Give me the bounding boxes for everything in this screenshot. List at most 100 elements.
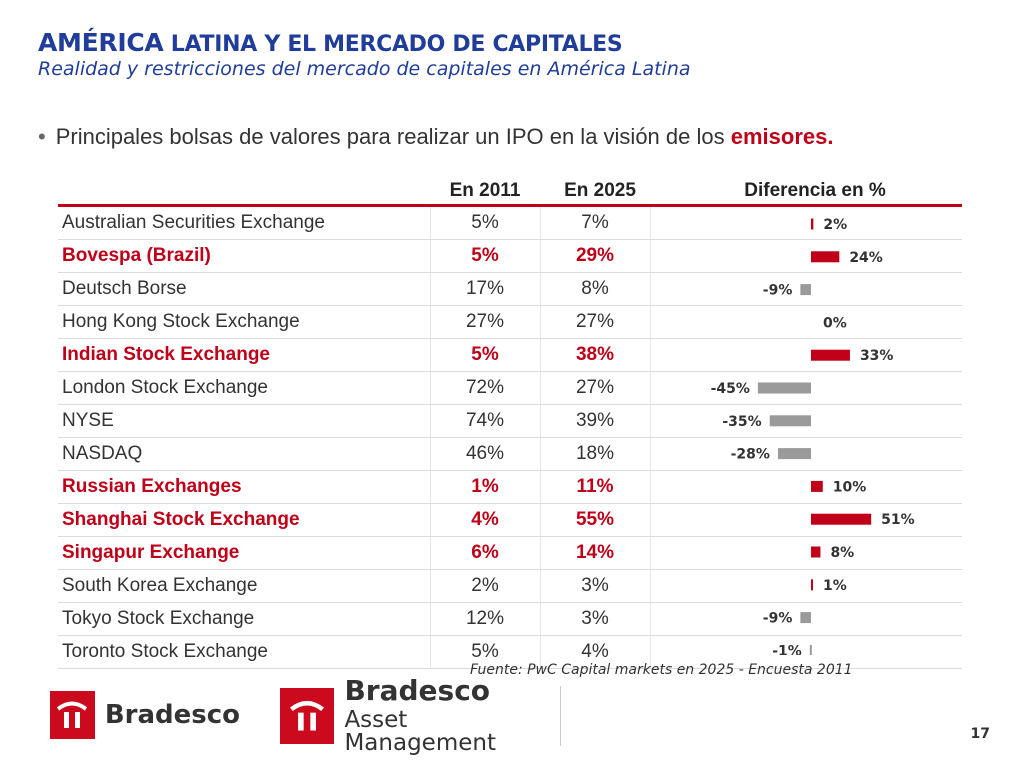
row-value-2025: 27% <box>575 311 615 332</box>
row-value-2011: 17% <box>465 278 505 299</box>
column-separator <box>430 306 431 338</box>
row-value-2011: 5% <box>471 641 499 662</box>
page-title-lead: AMÉRICA <box>38 28 164 57</box>
diff-bar <box>769 415 811 427</box>
row-value-2025: 29% <box>575 245 615 266</box>
column-separator <box>430 504 431 536</box>
row-name: London Stock Exchange <box>62 377 268 398</box>
row-value-2011: 4% <box>471 509 499 530</box>
column-separator <box>430 570 431 602</box>
diff-bar <box>777 448 811 460</box>
row-name: Australian Securities Exchange <box>62 212 325 233</box>
row-value-2011: 12% <box>465 608 505 629</box>
bullet-text: Principales bolsas de valores para reali… <box>55 124 731 149</box>
table-row: Indian Stock Exchange 5% 38% <box>58 339 962 372</box>
page-title: AMÉRICA LATINA Y EL MERCADO DE CAPITALES <box>38 28 623 57</box>
column-separator <box>430 339 431 371</box>
diff-label: 8% <box>830 545 854 561</box>
row-value-2025: 39% <box>575 410 615 431</box>
table-row: South Korea Exchange 2% 3% <box>58 570 962 603</box>
header-divider <box>58 204 962 207</box>
diff-bar <box>811 480 823 492</box>
page-title-rest: LATINA Y EL MERCADO DE CAPITALES <box>163 32 623 57</box>
row-value-2011: 5% <box>471 245 499 266</box>
bradesco-logo-text: Bradesco <box>104 700 240 730</box>
diff-label: -28% <box>731 447 770 463</box>
column-separator <box>650 273 651 305</box>
column-separator <box>540 570 541 602</box>
table-row: NYSE 74% 39% <box>58 405 962 438</box>
column-separator <box>430 636 431 668</box>
row-name: Tokyo Stock Exchange <box>62 608 255 629</box>
page-subtitle: Realidad y restricciones del mercado de … <box>38 58 691 80</box>
asset-logo-sub: Asset Management <box>344 707 496 756</box>
diff-label: 24% <box>849 250 883 266</box>
row-name: Russian Exchanges <box>62 476 242 497</box>
row-name: Deutsch Borse <box>62 278 187 299</box>
row-value-2025: 4% <box>581 641 609 662</box>
row-value-2025: 8% <box>581 278 609 299</box>
diff-label: 2% <box>823 217 847 233</box>
row-value-2025: 7% <box>581 212 609 233</box>
row-value-2011: 74% <box>465 410 505 431</box>
column-separator <box>650 603 651 635</box>
column-separator <box>540 603 541 635</box>
column-separator <box>650 339 651 371</box>
diff-bar <box>811 546 821 558</box>
diff-bar <box>800 284 811 296</box>
diff-label: 0% <box>823 315 847 331</box>
row-value-2011: 6% <box>471 542 499 563</box>
diff-label: -9% <box>763 611 793 627</box>
table-row: Tokyo Stock Exchange 12% 3% <box>58 603 962 636</box>
row-name: NASDAQ <box>62 443 143 464</box>
diff-bar <box>811 251 840 263</box>
bradesco-asset-management-logo: Bradesco Asset Management <box>280 677 561 755</box>
row-name: South Korea Exchange <box>62 575 258 596</box>
column-header-diferencia: Diferencia en % <box>744 180 886 201</box>
bradesco-tree-icon <box>50 691 95 739</box>
row-value-2025: 18% <box>575 443 615 464</box>
page-number: 17 <box>970 726 990 742</box>
table-row: NASDAQ 46% 18% <box>58 438 962 471</box>
diff-label: -35% <box>722 414 761 430</box>
row-name: Bovespa (Brazil) <box>62 245 211 266</box>
table-row: Russian Exchanges 1% 11% <box>58 471 962 504</box>
diff-bar <box>811 349 850 361</box>
table-row: Singapur Exchange 6% 14% <box>58 537 962 570</box>
column-separator <box>430 372 431 404</box>
column-separator <box>540 207 541 239</box>
table-row: Shanghai Stock Exchange 4% 55% <box>58 504 962 537</box>
row-value-2011: 5% <box>471 344 499 365</box>
row-value-2025: 11% <box>576 476 614 497</box>
row-value-2025: 38% <box>575 344 615 365</box>
row-value-2025: 14% <box>575 542 615 563</box>
column-header-2025: En 2025 <box>564 180 636 201</box>
column-header-2011: En 2011 <box>449 180 521 201</box>
row-name: Indian Stock Exchange <box>62 344 270 365</box>
row-value-2011: 1% <box>471 476 499 497</box>
source-note: Fuente: PwC Capital markets en 2025 - En… <box>470 662 853 678</box>
diff-label: 1% <box>823 578 847 594</box>
column-separator <box>650 537 651 569</box>
diff-label: -1% <box>772 643 802 655</box>
column-separator <box>540 273 541 305</box>
diff-label: 33% <box>860 348 894 364</box>
column-separator <box>650 471 651 503</box>
diff-bar <box>809 644 812 655</box>
row-value-2011: 72% <box>465 377 505 398</box>
column-separator <box>540 240 541 272</box>
column-separator <box>650 570 651 602</box>
diff-bar <box>811 513 872 525</box>
column-separator <box>650 438 651 470</box>
column-separator <box>650 240 651 272</box>
asset-logo-brand: Bradesco <box>344 674 491 707</box>
column-separator <box>540 438 541 470</box>
row-value-2025: 55% <box>575 509 615 530</box>
column-separator <box>430 207 431 239</box>
data-table: Australian Securities Exchange 5% 7% Bovesp… <box>58 207 962 669</box>
bradesco-logo: Bradesco <box>50 690 240 740</box>
diff-label: -9% <box>763 283 793 299</box>
row-value-2011: 46% <box>465 443 505 464</box>
row-value-2025: 3% <box>581 575 609 596</box>
column-separator <box>430 603 431 635</box>
